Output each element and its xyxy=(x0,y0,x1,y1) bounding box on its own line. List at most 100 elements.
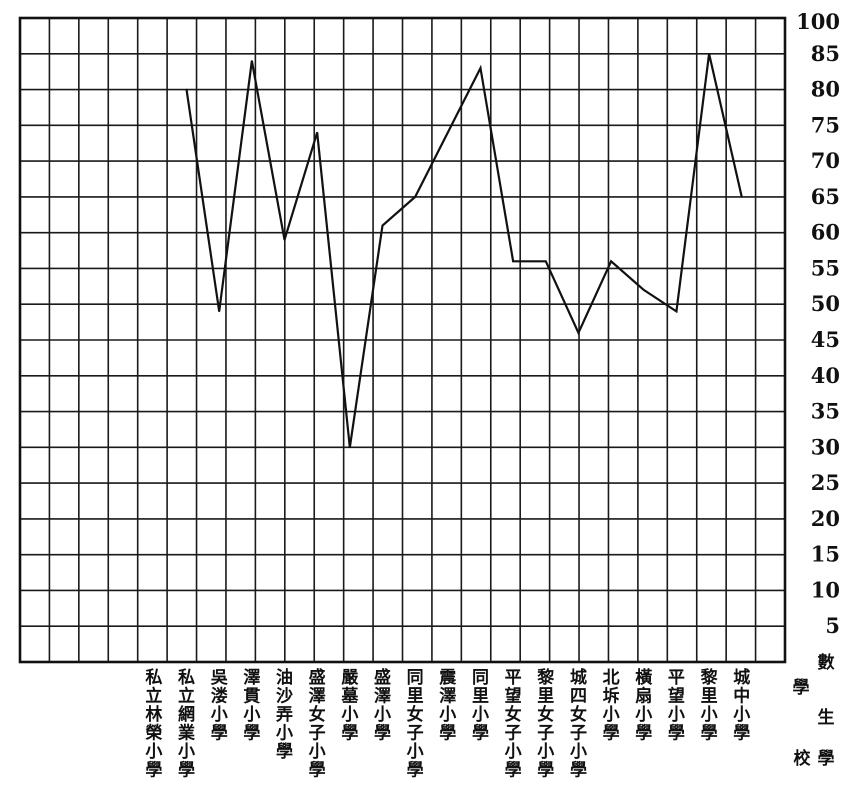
x-tick-char: 里 xyxy=(407,687,424,707)
y-tick-label: 60 xyxy=(811,220,840,245)
x-tick-char: 學 xyxy=(178,761,195,781)
x-tick-char: 學 xyxy=(374,724,391,744)
x-tick-char: 嚴 xyxy=(341,668,359,688)
y-axis-label-char: 學 xyxy=(793,678,810,698)
y-tick-label: 65 xyxy=(811,184,840,209)
y-tick-label: 45 xyxy=(811,327,840,352)
x-tick-char: 小 xyxy=(211,705,228,725)
x-tick-char: 小 xyxy=(374,705,391,725)
y-tick-label: 35 xyxy=(811,399,840,424)
plot-frame xyxy=(18,16,787,664)
x-tick-char: 小 xyxy=(341,705,358,725)
x-tick-char: 四 xyxy=(570,687,587,707)
x-tick-char: 學 xyxy=(145,761,162,781)
x-tick-char: 澤 xyxy=(243,668,260,688)
x-tick-char: 小 xyxy=(570,742,587,762)
x-tick-char: 中 xyxy=(733,686,750,707)
x-tick-char: 業 xyxy=(178,723,195,744)
y-tick-label: 85 xyxy=(811,41,840,66)
x-tick-char: 吳 xyxy=(211,668,229,688)
x-axis-label-char: 校 xyxy=(794,748,812,769)
x-tick-char: 學 xyxy=(505,761,522,781)
axis-labels: 數學生校學 xyxy=(793,652,835,769)
y-tick-label: 40 xyxy=(811,363,840,388)
x-tick-char: 溇 xyxy=(211,686,228,707)
x-tick-char: 林 xyxy=(145,704,162,725)
x-tick-char: 弄 xyxy=(275,705,293,725)
x-tick-char: 貫 xyxy=(243,687,260,707)
x-tick-char: 城 xyxy=(733,668,750,688)
y-tick-label: 80 xyxy=(811,77,840,102)
x-tick-char: 望 xyxy=(668,686,685,707)
x-axis-label-char: 學 xyxy=(818,749,835,769)
series-line xyxy=(185,53,743,448)
chart-grid xyxy=(19,17,786,663)
x-tick-char: 澤 xyxy=(439,687,456,707)
x-tick-char: 同 xyxy=(472,668,489,688)
x-tick-char: 私 xyxy=(145,668,162,688)
y-tick-label: 20 xyxy=(811,506,840,531)
y-tick-label: 75 xyxy=(811,112,840,137)
x-tick-char: 子 xyxy=(505,724,522,744)
y-tick-label: 70 xyxy=(811,148,840,173)
x-tick-char: 女 xyxy=(407,704,424,725)
x-tick-char: 學 xyxy=(668,724,685,744)
x-tick-char: 立 xyxy=(145,686,162,707)
x-tick-char: 望 xyxy=(505,686,522,707)
x-tick-char: 扇 xyxy=(635,686,652,707)
x-tick-char: 學 xyxy=(603,724,620,744)
y-axis-label-char: 數 xyxy=(818,652,835,673)
series-group xyxy=(185,52,743,449)
x-tick-char: 子 xyxy=(309,724,326,744)
x-tick-char: 北 xyxy=(603,668,620,688)
x-tick-char: 小 xyxy=(243,705,260,725)
x-tick-char: 油 xyxy=(276,667,293,688)
x-tick-char: 平 xyxy=(668,668,685,688)
x-tick-char: 立 xyxy=(178,686,195,707)
x-tick-char: 女 xyxy=(309,704,326,725)
x-tick-char: 女 xyxy=(570,704,587,725)
x-tick-char: 學 xyxy=(243,724,260,744)
x-tick-char: 小 xyxy=(537,742,554,762)
x-tick-char: 女 xyxy=(537,704,554,725)
x-tick-char: 女 xyxy=(505,704,522,725)
x-tick-char: 小 xyxy=(733,705,750,725)
x-tick-char: 學 xyxy=(276,742,293,762)
x-tick-char: 黎 xyxy=(701,667,718,688)
x-tick-char: 學 xyxy=(570,761,587,781)
x-tick-char: 小 xyxy=(145,742,162,762)
x-tick-char: 橫 xyxy=(635,667,653,688)
x-tick-char: 學 xyxy=(635,724,652,744)
x-tick-char: 學 xyxy=(211,724,228,744)
x-tick-char: 小 xyxy=(505,742,522,762)
x-tick-char: 小 xyxy=(701,705,718,725)
x-tick-char: 子 xyxy=(537,724,554,744)
x-tick-char: 榮 xyxy=(145,723,162,744)
x-tick-char: 小 xyxy=(276,724,293,744)
x-tick-char: 小 xyxy=(439,705,456,725)
x-tick-char: 子 xyxy=(407,724,424,744)
x-tick-char: 沙 xyxy=(276,687,293,707)
x-tick-char: 網 xyxy=(178,704,195,725)
x-tick-char: 小 xyxy=(407,742,424,762)
x-tick-char: 平 xyxy=(505,668,522,688)
x-tick-char: 學 xyxy=(733,724,750,744)
x-tick-char: 小 xyxy=(603,705,620,725)
x-tick-char: 澤 xyxy=(374,687,391,707)
x-tick-char: 同 xyxy=(407,668,424,688)
x-tick-char: 小 xyxy=(178,742,195,762)
y-tick-label: 25 xyxy=(811,470,840,495)
x-tick-char: 學 xyxy=(701,724,718,744)
x-tick-char: 學 xyxy=(439,724,456,744)
